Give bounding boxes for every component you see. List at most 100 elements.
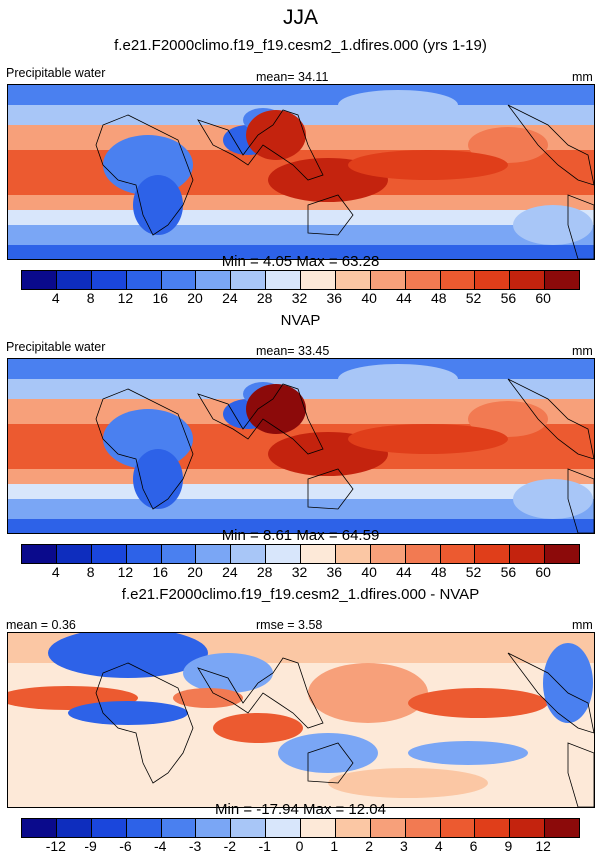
colorbar-tick-label: 32: [291, 564, 308, 580]
coastline: [307, 742, 354, 784]
colorbar-tick-label: 4: [51, 290, 60, 306]
colorbar-swatch: [196, 819, 232, 837]
colorbar-swatch: [545, 819, 579, 837]
colorbar-swatch: [196, 545, 232, 563]
colorbar-tick-label: 3: [400, 838, 408, 854]
panel1-subtitle: f.e21.F2000climo.f19_f19.cesm2_1.dfires.…: [114, 37, 487, 54]
field-blob: [246, 384, 306, 434]
colorbar-tick-label: -9: [84, 838, 97, 854]
colorbar-swatch: [22, 545, 57, 563]
panel2-subtitle: NVAP: [280, 312, 321, 329]
field-band: [8, 519, 594, 533]
colorbar-tick-label: 28: [256, 290, 273, 306]
colorbar-swatch: [266, 819, 301, 837]
colorbar-tick-label: 36: [326, 564, 343, 580]
colorbar-tick-label: -6: [119, 838, 132, 854]
colorbar-tick-label: 8: [86, 564, 95, 580]
colorbar-swatch: [475, 545, 511, 563]
colorbar-swatch: [196, 271, 232, 289]
colorbar-swatch: [231, 271, 267, 289]
field-blob: [183, 653, 273, 693]
colorbar-swatch: [56, 271, 92, 289]
colorbar-swatch: [231, 819, 267, 837]
colorbar-tick-label: 0: [295, 838, 304, 854]
colorbar-tick-label: 12: [117, 290, 134, 306]
coastline: [507, 104, 594, 186]
colorbar-tick-label: 44: [396, 564, 412, 580]
panel2-units-label: mm: [572, 344, 593, 358]
field-blob: [328, 768, 488, 798]
colorbar-swatch: [91, 545, 127, 563]
colorbar-swatch: [91, 271, 127, 289]
colorbar-swatch: [335, 819, 371, 837]
colorbar-tick-label: 48: [430, 290, 447, 306]
panel1-map: [7, 84, 595, 260]
colorbar-tick-label: 36: [326, 290, 343, 306]
colorbar-tick-label: 28: [256, 564, 273, 580]
coastline: [197, 657, 324, 729]
colorbar-swatch: [370, 545, 406, 563]
colorbar-tick-label: -4: [154, 838, 167, 854]
colorbar-tick-label: 20: [187, 564, 203, 580]
colorbar-swatch: [440, 819, 476, 837]
coastline: [197, 383, 324, 455]
field-blob: [173, 688, 243, 708]
panel3-units-label: mm: [572, 618, 593, 632]
colorbar-swatch: [22, 819, 57, 837]
panel2-map: [7, 358, 595, 534]
field-blob: [468, 401, 548, 437]
colorbar-tick-label: -2: [223, 838, 237, 854]
field-band: [8, 85, 594, 105]
panel2-left-label: Precipitable water: [6, 340, 106, 354]
figure-title: JJA: [282, 6, 318, 29]
coastline: [197, 109, 324, 181]
coastline: [567, 468, 594, 533]
panel2-colorbar: [21, 544, 580, 564]
colorbar-tick-label: 52: [465, 290, 482, 306]
colorbar-tick-label: -1: [258, 838, 271, 854]
colorbar-tick-label: 60: [535, 564, 551, 580]
colorbar-tick-label: 20: [187, 290, 203, 306]
colorbar-tick-label: 1: [330, 838, 339, 854]
panel3-map: [7, 632, 595, 808]
colorbar-tick-label: 4: [434, 838, 443, 854]
colorbar-swatch: [126, 271, 162, 289]
colorbar-swatch: [266, 545, 301, 563]
coastline: [567, 194, 594, 259]
colorbar-swatch: [405, 545, 441, 563]
colorbar-swatch: [510, 545, 546, 563]
colorbar-swatch: [301, 819, 336, 837]
colorbar-tick-label: 56: [500, 290, 517, 306]
colorbar-tick-label: -12: [45, 838, 66, 854]
colorbar-tick-label: 4: [51, 564, 60, 580]
field-blob: [348, 150, 508, 180]
colorbar-swatch: [475, 271, 511, 289]
colorbar-swatch: [56, 545, 92, 563]
colorbar-swatch: [126, 545, 162, 563]
panel1-mean-label: mean= 34.11: [256, 70, 329, 84]
field-blob: [408, 741, 528, 765]
field-blob: [408, 688, 548, 718]
colorbar-tick-label: 16: [152, 290, 169, 306]
colorbar-tick-label: 12: [117, 564, 134, 580]
colorbar-swatch: [231, 545, 267, 563]
colorbar-tick-label: 12: [535, 838, 551, 854]
field-blob: [348, 424, 508, 454]
colorbar-tick-label: 40: [361, 290, 377, 306]
colorbar-swatch: [301, 545, 336, 563]
colorbar-tick-label: 40: [361, 564, 377, 580]
colorbar-swatch: [405, 271, 441, 289]
colorbar-tick-label: 24: [222, 290, 238, 306]
coastline: [95, 388, 194, 510]
colorbar-tick-label: 44: [396, 290, 412, 306]
colorbar-tick-label: 9: [504, 838, 513, 854]
field-blob: [246, 110, 306, 160]
field-band: [8, 210, 594, 225]
panel3-subtitle: f.e21.F2000climo.f19_f19.cesm2_1.dfires.…: [121, 586, 480, 603]
panel1-units-label: mm: [572, 70, 593, 84]
coastline: [95, 114, 194, 236]
panel3-colorbar: [21, 818, 580, 838]
colorbar-swatch: [161, 271, 197, 289]
coastline: [95, 662, 194, 784]
panel1-minmax: Min = 4.05 Max = 63.28: [221, 253, 380, 270]
